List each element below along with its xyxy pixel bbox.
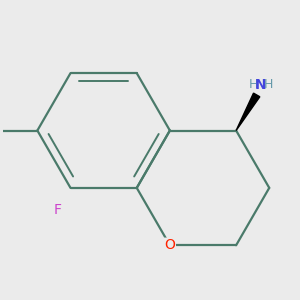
Text: F: F: [54, 203, 62, 217]
Text: O: O: [164, 238, 175, 252]
Text: N: N: [255, 78, 267, 92]
Polygon shape: [236, 93, 260, 130]
Text: H: H: [248, 78, 258, 91]
Text: H: H: [264, 78, 274, 91]
